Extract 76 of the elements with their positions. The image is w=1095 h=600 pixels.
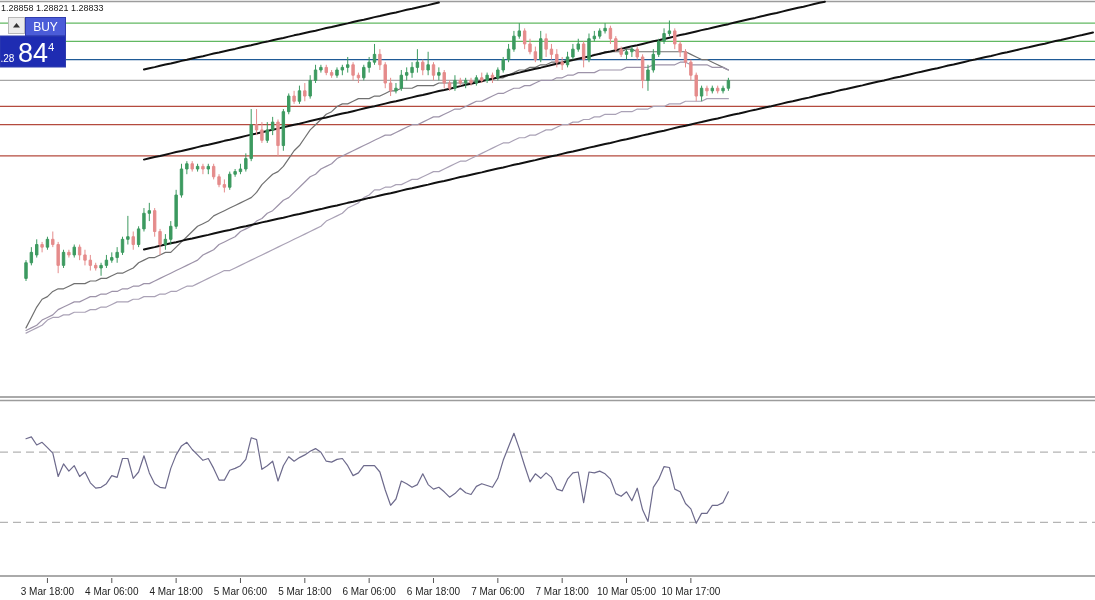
x-tick-label: 7 Mar 06:00 [471,586,525,597]
candlestick [276,118,280,157]
candlestick [319,64,323,74]
candlestick [469,77,473,87]
candlestick [329,69,334,79]
candlestick [292,90,296,105]
candlestick [463,77,468,89]
candlestick [222,178,227,193]
annotation: 84$^{4}$ [18,38,55,68]
candlestick [356,72,361,84]
x-tick-label: 6 Mar 06:00 [342,586,397,597]
annotation: BUY [33,20,58,34]
candlestick [190,160,194,173]
candlestick [442,69,446,89]
candlestick [624,48,629,61]
candlestick [126,215,130,246]
x-tick-label: 5 Mar 06:00 [213,586,268,597]
candlestick [635,46,639,61]
candlestick [474,74,479,87]
x-tick-label: 3 Mar 18:00 [20,586,75,597]
candlestick [437,66,441,81]
candlestick [721,85,725,94]
candlestick [549,43,554,61]
candlestick [287,92,291,115]
text: 1.28858 1.28821 1.28833 [1,3,104,13]
candlestick [265,121,269,144]
candlestick [67,249,71,259]
x-tick-label: 4 Mar 06:00 [85,586,139,597]
candlestick [388,77,393,97]
text: .28 [0,52,15,64]
candlestick [544,33,548,58]
candlestick [77,244,82,261]
candlestick [94,262,98,272]
candlestick [667,20,672,37]
x-tick-label: 7 Mar 18:00 [535,586,590,597]
candlestick [715,85,720,94]
candlestick [458,77,463,87]
candlestick [303,82,307,102]
candlestick [238,163,243,175]
candlestick [539,30,543,63]
candlestick [308,74,312,100]
x-tick-label: 6 Mar 18:00 [406,586,461,597]
x-tick-label: 10 Mar 17:00 [661,586,721,597]
candlestick [185,160,189,175]
candlestick [40,241,44,253]
candlestick [480,72,484,84]
x-tick-label: 10 Mar 05:00 [597,586,657,597]
candlestick [24,259,28,282]
candlestick [206,163,211,175]
candlestick [104,254,109,269]
candlestick [72,244,76,259]
x-tick-label: 5 Mar 18:00 [278,586,332,597]
candlestick [630,46,634,58]
candlestick [705,85,709,97]
candlestick [195,163,200,173]
candlestick [351,61,355,81]
candlestick [710,85,715,94]
candlestick [453,74,457,92]
candlestick [415,48,420,74]
candlestick [260,121,264,144]
candlestick [485,72,489,84]
candlestick [99,262,103,277]
candlestick [163,233,168,251]
candlestick [426,51,430,76]
candlestick [131,231,135,251]
candlestick [421,59,425,76]
candlestick [254,108,259,136]
candlestick [270,116,275,136]
candlestick [201,163,205,175]
candlestick [346,56,350,74]
candlestick [35,238,39,259]
x-tick-label: 4 Mar 18:00 [149,586,204,597]
candlestick [490,72,495,84]
candlestick [372,43,377,66]
candlestick [324,64,328,76]
candlestick [447,79,452,92]
